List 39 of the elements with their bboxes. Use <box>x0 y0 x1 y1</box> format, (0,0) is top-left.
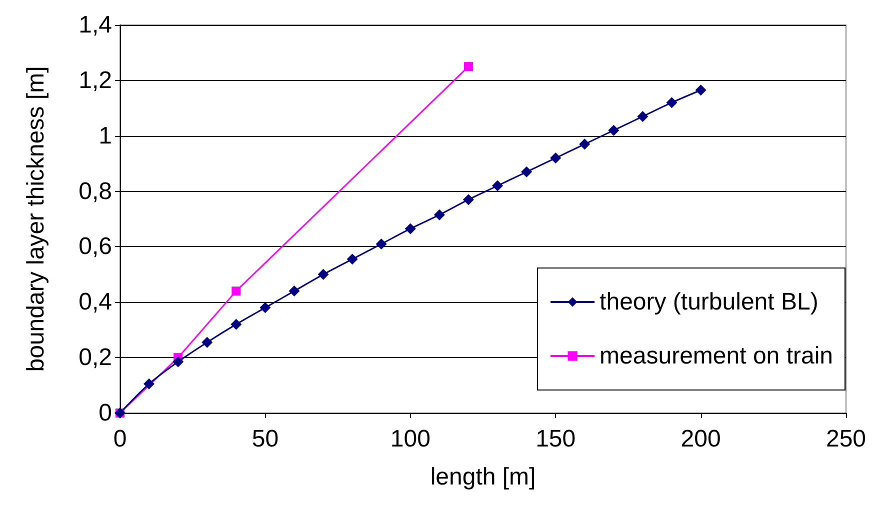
y-tick-label: 0,6 <box>78 233 112 260</box>
point <box>695 84 706 96</box>
x-tick-label: 200 <box>680 426 721 452</box>
point <box>521 166 532 178</box>
y-tick-label: 0,8 <box>78 178 112 205</box>
legend-label: theory (turbulent BL) <box>600 288 818 316</box>
y-tick-label: 0 <box>98 400 112 426</box>
y-axis-title: boundary layer thickness [m] <box>22 66 50 372</box>
legend-label: measurement on train <box>600 342 834 370</box>
y-tick-label: 0,4 <box>78 288 112 316</box>
x-tick-label: 150 <box>536 426 576 452</box>
point <box>637 110 648 122</box>
x-tick-label: 250 <box>826 426 866 452</box>
point <box>202 336 213 348</box>
point <box>404 223 416 234</box>
y-tick-label: 1,2 <box>78 66 112 94</box>
x-axis-title: length [m] <box>430 464 536 490</box>
y-tick-label: 1 <box>98 122 112 150</box>
point <box>232 286 241 296</box>
y-tick-label: 1,4 <box>78 12 112 38</box>
point <box>288 286 300 297</box>
x-tick-label: 100 <box>390 426 430 452</box>
point <box>666 97 678 108</box>
x-tick-label: 50 <box>252 426 279 452</box>
point <box>434 209 445 220</box>
point <box>172 356 184 368</box>
point <box>230 318 242 330</box>
y-tick-label: 0,2 <box>78 344 112 372</box>
point <box>144 378 155 390</box>
point <box>318 268 329 280</box>
point <box>260 302 271 314</box>
point <box>464 62 473 72</box>
point <box>462 194 474 206</box>
point <box>579 138 590 150</box>
point <box>346 254 358 265</box>
point <box>608 124 620 136</box>
point <box>376 238 387 250</box>
point <box>550 152 562 164</box>
point <box>492 180 504 192</box>
